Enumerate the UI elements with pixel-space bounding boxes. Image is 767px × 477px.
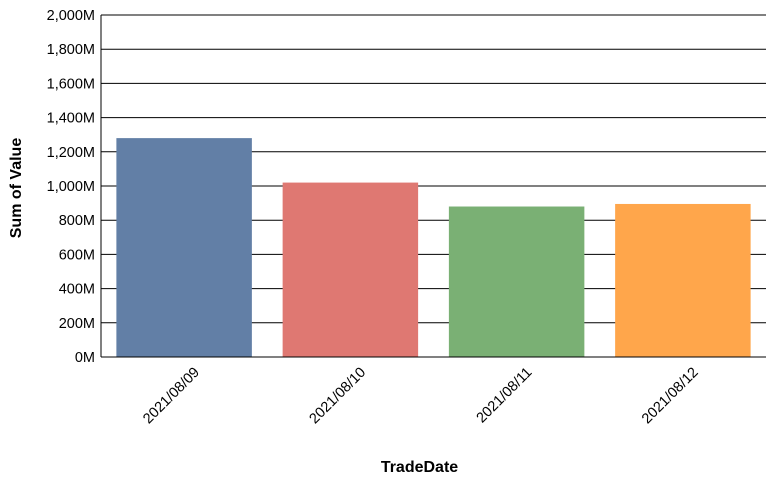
y-tick-label: 1,000M <box>47 179 95 195</box>
x-tick-label: 2021/08/10 <box>307 365 370 428</box>
bar-2021/08/10 <box>282 182 419 357</box>
x-tick-label: 2021/08/11 <box>474 365 536 427</box>
bar-2021/08/09 <box>116 138 252 357</box>
y-tick-label: 800M <box>59 213 95 229</box>
y-tick-label: 2,000M <box>47 8 95 24</box>
y-tick-label: 1,800M <box>47 42 95 58</box>
y-tick-label: 1,600M <box>47 76 95 92</box>
y-tick-label: 400M <box>59 282 95 298</box>
bar-2021/08/12 <box>615 203 751 357</box>
bars <box>116 138 751 357</box>
x-tick-labels: 2021/08/09 2021/08/10 2021/08/11 2021/08/12 <box>140 365 701 428</box>
x-axis-title: TradeDate <box>381 459 458 476</box>
y-tick-labels: 0M 200M 400M 600M 800M 1,000M 1,200M 1,400M 1,60… <box>47 8 95 366</box>
bar-2021/08/11 <box>448 206 585 357</box>
y-tick-label: 0M <box>75 350 95 366</box>
x-tick-label: 2021/08/12 <box>639 365 702 428</box>
y-tick-label: 1,200M <box>47 145 95 161</box>
x-tick-label: 2021/08/09 <box>140 365 203 428</box>
y-tick-label: 1,400M <box>47 111 95 127</box>
y-axis-title: Sum of Value <box>8 138 25 239</box>
y-tick-label: 200M <box>59 316 95 332</box>
y-tick-label: 600M <box>59 247 95 263</box>
